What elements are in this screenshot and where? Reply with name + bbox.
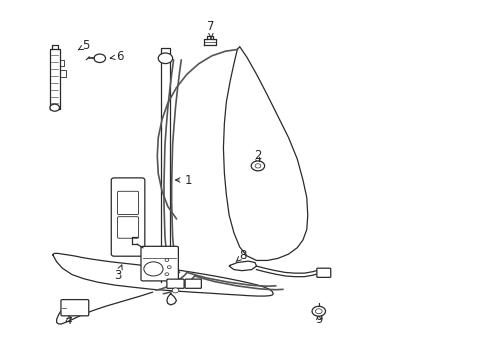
FancyBboxPatch shape [141,246,178,281]
Text: 9: 9 [314,313,322,326]
Text: 3: 3 [114,265,122,282]
FancyBboxPatch shape [61,300,89,316]
Circle shape [50,104,60,111]
Circle shape [251,161,264,171]
Text: 1: 1 [175,174,192,186]
Circle shape [94,54,105,63]
Circle shape [143,262,163,276]
FancyBboxPatch shape [111,178,144,256]
Text: 5: 5 [79,40,89,53]
FancyBboxPatch shape [117,191,138,215]
FancyBboxPatch shape [316,268,330,277]
Circle shape [311,306,325,316]
Circle shape [315,309,322,314]
Text: 4: 4 [64,314,72,327]
Circle shape [167,266,171,269]
FancyBboxPatch shape [117,217,138,238]
Circle shape [164,259,168,261]
Circle shape [255,164,260,168]
Circle shape [172,288,179,293]
Text: 8: 8 [236,249,246,262]
Circle shape [158,53,172,64]
Text: 7: 7 [207,20,214,38]
Text: 2: 2 [254,149,261,165]
FancyBboxPatch shape [166,279,184,288]
Text: 6: 6 [110,50,123,63]
FancyBboxPatch shape [184,279,201,288]
Circle shape [164,273,168,276]
